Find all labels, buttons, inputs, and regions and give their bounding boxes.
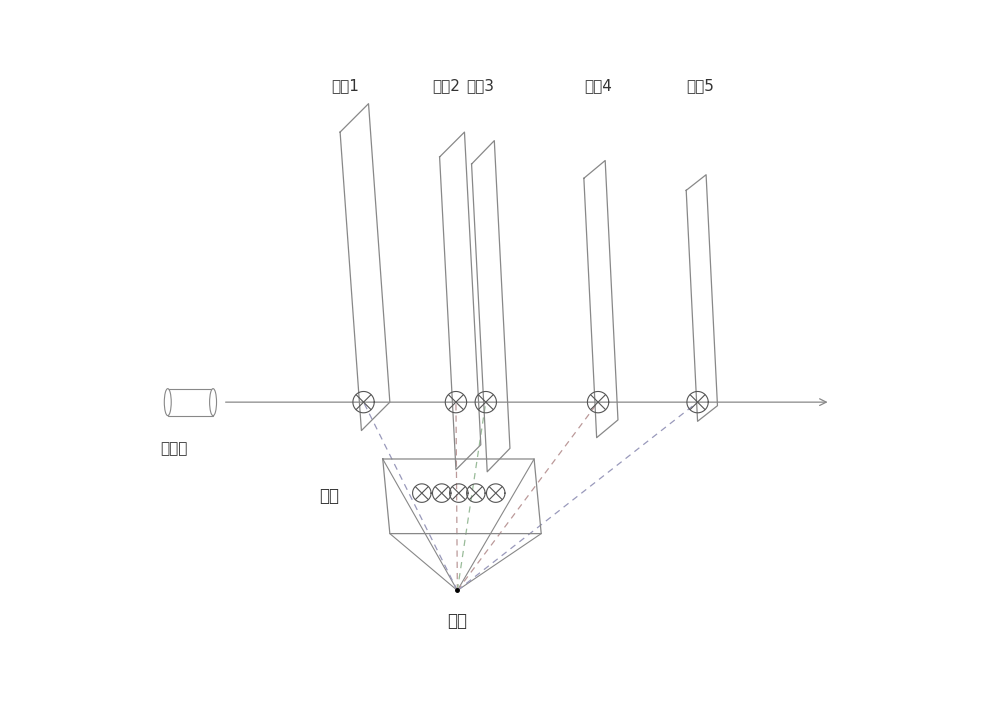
Text: 靶标3: 靶标3 [467, 78, 495, 93]
Ellipse shape [210, 389, 217, 416]
Text: 相机: 相机 [319, 487, 339, 505]
Text: 靶标5: 靶标5 [686, 78, 714, 93]
Text: 靶标1: 靶标1 [332, 78, 359, 93]
Text: 光心: 光心 [447, 612, 467, 630]
Text: 靶标2: 靶标2 [432, 78, 460, 93]
Ellipse shape [164, 389, 171, 416]
Text: 靶标4: 靶标4 [584, 78, 612, 93]
Text: 激光器: 激光器 [161, 441, 188, 457]
